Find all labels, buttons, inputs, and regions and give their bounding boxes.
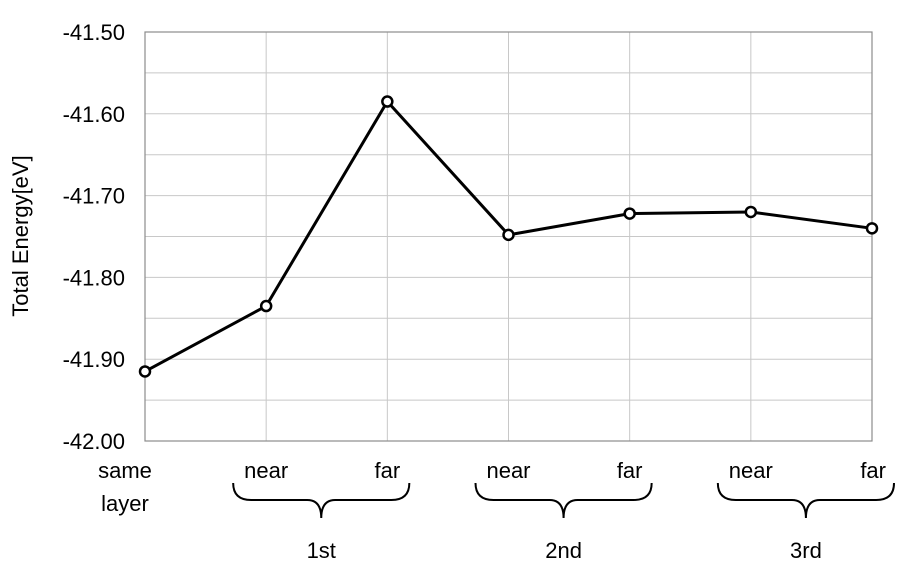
group-label: 1st [307, 538, 336, 563]
x-category-label: near [244, 458, 288, 483]
y-tick-label: -41.90 [63, 347, 125, 372]
group-braces: 1st 2nd 3rd [232, 482, 895, 563]
data-point [138, 365, 152, 378]
x-category-label: far [617, 458, 643, 483]
x-category-label: near [486, 458, 530, 483]
y-tick-label: -41.60 [63, 102, 125, 127]
group-brace [232, 482, 411, 519]
series [138, 95, 879, 378]
y-axis-ticks: -41.50 -41.60 -41.70 -41.80 -41.90 -42.00 [63, 20, 125, 454]
y-tick-label: -42.00 [63, 429, 125, 454]
data-point [623, 207, 636, 220]
y-axis-title: Total Energy[eV] [8, 155, 33, 316]
x-axis-categories: same layer near far near far near far [98, 458, 886, 516]
x-category-label: far [860, 458, 886, 483]
plot-frame [144, 31, 873, 442]
group-brace [716, 482, 895, 519]
x-category-label: same [98, 458, 152, 483]
data-point [502, 228, 515, 242]
data-point [381, 95, 394, 108]
x-category-label: far [374, 458, 400, 483]
data-point [865, 222, 879, 235]
y-tick-label: -41.50 [63, 20, 125, 45]
y-tick-label: -41.70 [63, 184, 125, 209]
x-category-label: layer [101, 491, 149, 516]
group-label: 3rd [790, 538, 822, 563]
y-tick-label: -41.80 [63, 265, 125, 290]
group-brace [474, 482, 653, 519]
x-category-label: near [729, 458, 773, 483]
data-point [259, 299, 273, 313]
group-label: 2nd [545, 538, 582, 563]
data-point [744, 205, 758, 219]
